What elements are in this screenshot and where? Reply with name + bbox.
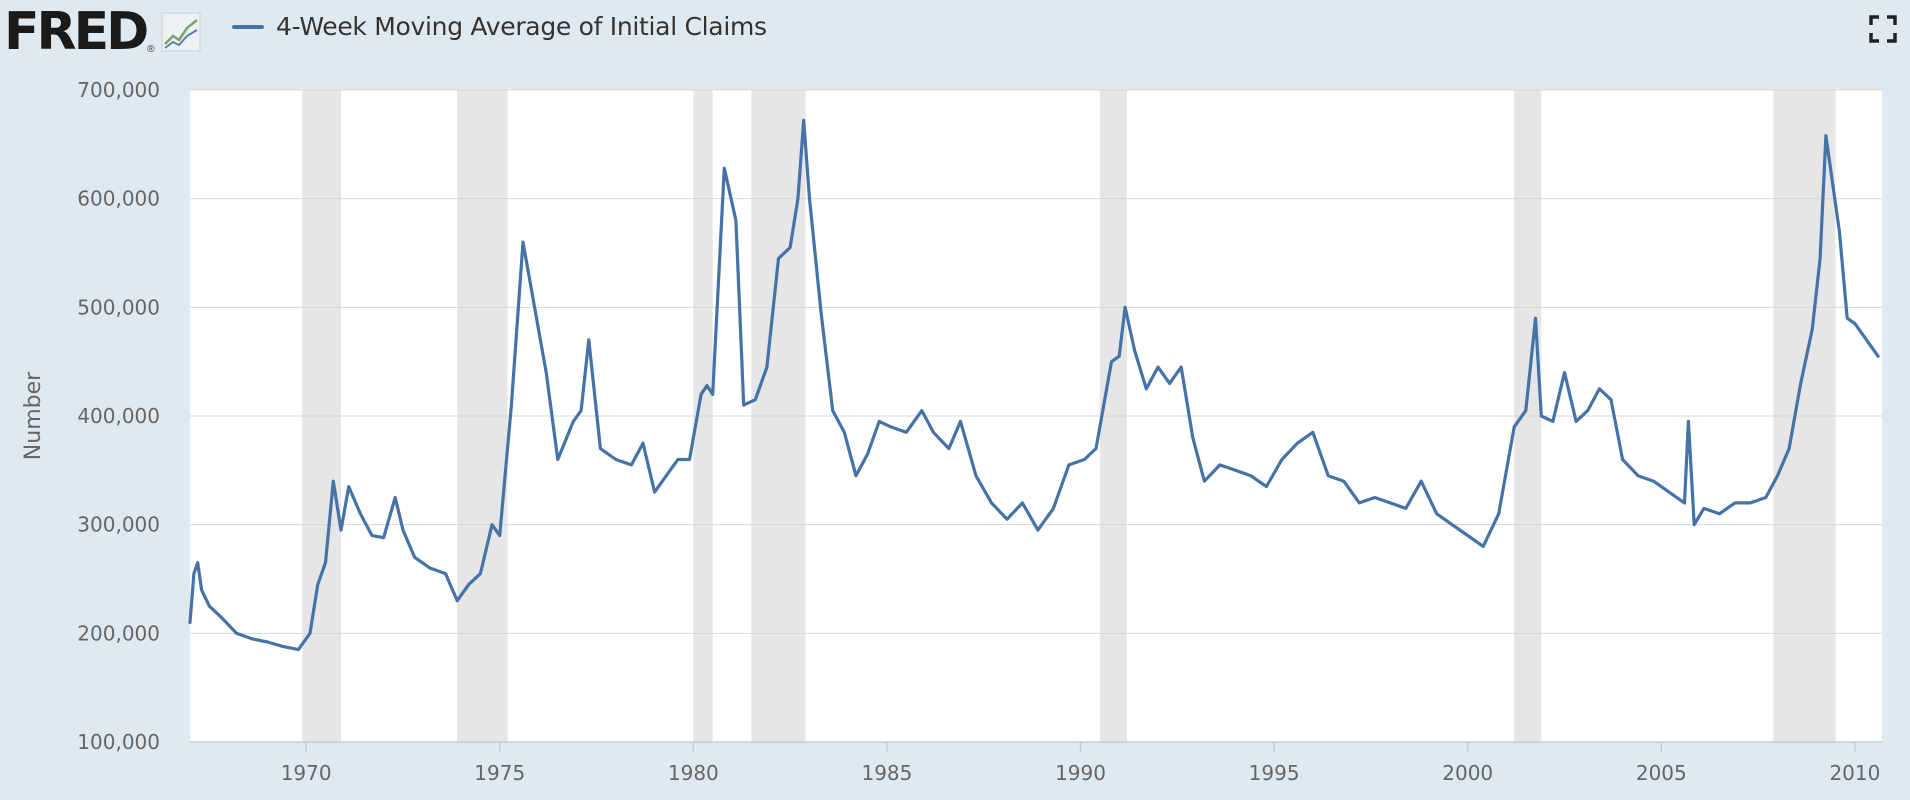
legend-label: 4-Week Moving Average of Initial Claims	[276, 12, 767, 41]
x-tick-label: 1985	[861, 761, 912, 785]
x-tick-label: 2000	[1442, 761, 1493, 785]
x-tick-label: 1975	[474, 761, 525, 785]
y-axis-ticks: 100,000 200,000 300,000 400,000 500,000 600,0…	[77, 78, 160, 754]
fred-logo[interactable]: FRED ®	[4, 2, 201, 62]
y-tick-label: 100,000	[77, 730, 160, 754]
logo-graph-icon	[161, 12, 201, 52]
x-tick-label: 1995	[1249, 761, 1300, 785]
x-tick-label: 1970	[281, 761, 332, 785]
y-tick-label: 300,000	[77, 513, 160, 537]
x-tick-label: 1980	[668, 761, 719, 785]
legend-line-swatch	[232, 24, 264, 29]
x-tick-label: 2010	[1829, 761, 1880, 785]
chart-legend: 4-Week Moving Average of Initial Claims	[232, 12, 767, 41]
y-tick-label: 400,000	[77, 404, 160, 428]
y-tick-label: 200,000	[77, 621, 160, 645]
y-tick-label: 600,000	[77, 187, 160, 211]
logo-registered-mark: ®	[147, 43, 155, 55]
y-tick-label: 500,000	[77, 295, 160, 319]
x-tick-label: 2005	[1636, 761, 1687, 785]
series-layer	[188, 118, 1880, 652]
series-line	[188, 118, 1880, 652]
logo-text: FRED	[4, 2, 149, 62]
y-axis-label: Number	[21, 371, 46, 460]
x-axis-ticks: 1970 1975 1980 1985 1990 1995 2000 2005 2010	[281, 742, 1880, 785]
fullscreen-expand-icon[interactable]	[1868, 14, 1898, 44]
x-tick-label: 1990	[1055, 761, 1106, 785]
gridlines	[190, 89, 1882, 634]
chart-header: FRED ® 4-Week Moving Average of Initial …	[0, 0, 1910, 70]
y-tick-label: 700,000	[77, 78, 160, 102]
